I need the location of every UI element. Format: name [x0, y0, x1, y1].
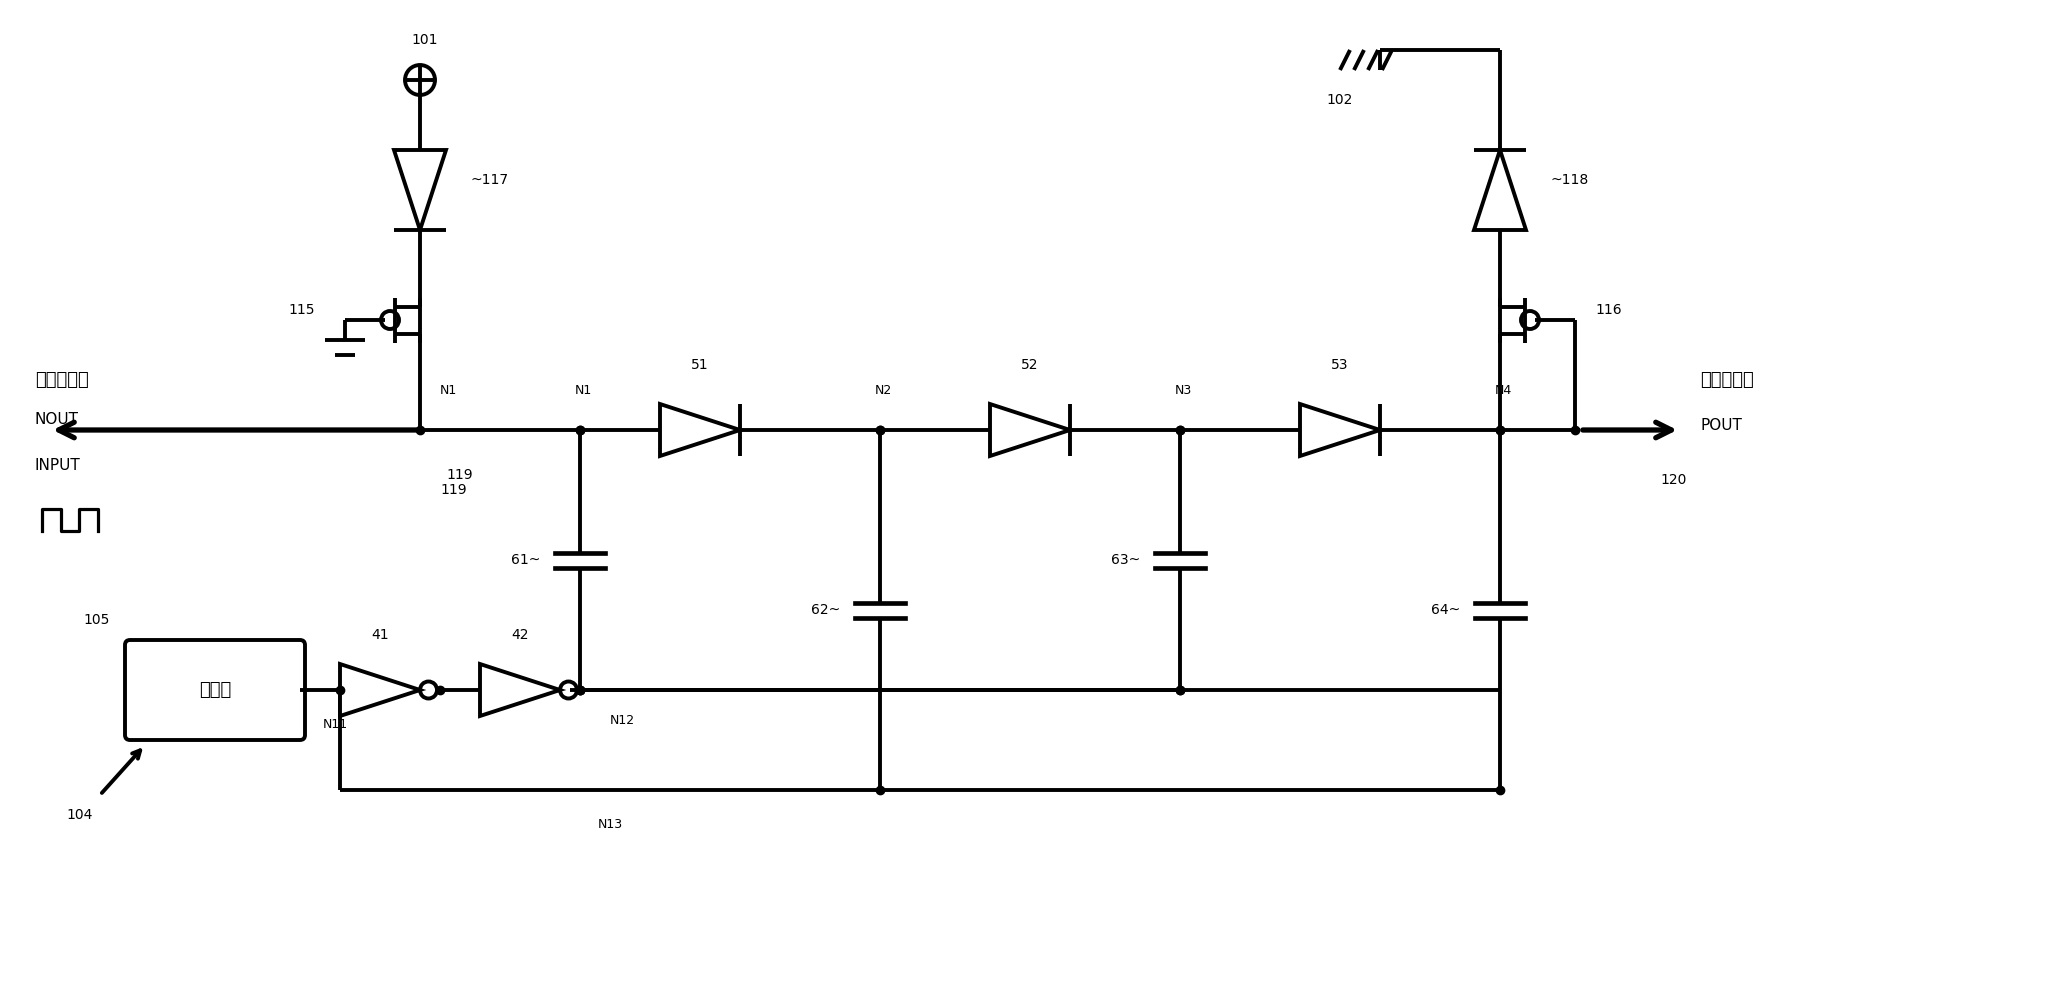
Text: 101: 101 [413, 33, 437, 47]
Polygon shape [481, 664, 559, 716]
Polygon shape [1300, 404, 1380, 456]
Polygon shape [340, 664, 421, 716]
Text: 120: 120 [1661, 473, 1685, 487]
Text: ~117: ~117 [470, 173, 507, 187]
Text: ~118: ~118 [1549, 173, 1589, 187]
Text: 53: 53 [1331, 358, 1349, 372]
Polygon shape [1473, 150, 1527, 230]
Text: NOUT: NOUT [35, 413, 78, 428]
Text: 102: 102 [1327, 93, 1353, 107]
Text: 119: 119 [439, 483, 466, 497]
Text: N3: N3 [1176, 383, 1192, 397]
Text: 116: 116 [1595, 303, 1622, 317]
Text: 51: 51 [691, 358, 710, 372]
Text: 61~: 61~ [512, 553, 541, 567]
Text: N4: N4 [1496, 383, 1512, 397]
Polygon shape [990, 404, 1071, 456]
Text: POUT: POUT [1700, 418, 1741, 433]
Text: 52: 52 [1021, 358, 1040, 372]
Text: N12: N12 [611, 714, 635, 727]
Text: 119: 119 [448, 468, 472, 482]
FancyBboxPatch shape [126, 640, 305, 740]
Polygon shape [394, 150, 446, 230]
Text: 62~: 62~ [811, 603, 840, 617]
Text: 振荡器: 振荡器 [198, 681, 231, 699]
Polygon shape [660, 404, 741, 456]
Text: N11: N11 [322, 719, 347, 732]
Text: 42: 42 [512, 628, 528, 642]
Text: 41: 41 [371, 628, 388, 642]
Text: 正电压输出: 正电压输出 [1700, 371, 1754, 389]
Text: INPUT: INPUT [35, 457, 80, 472]
Text: N2: N2 [875, 383, 893, 397]
Text: 115: 115 [289, 303, 316, 317]
Text: N1: N1 [439, 383, 458, 397]
Text: 105: 105 [85, 613, 109, 627]
Text: 64~: 64~ [1432, 603, 1461, 617]
Text: N1: N1 [576, 383, 592, 397]
Text: N13: N13 [598, 819, 623, 832]
Text: 63~: 63~ [1110, 553, 1141, 567]
Text: 104: 104 [66, 808, 93, 822]
Text: 负电压输出: 负电压输出 [35, 371, 89, 389]
